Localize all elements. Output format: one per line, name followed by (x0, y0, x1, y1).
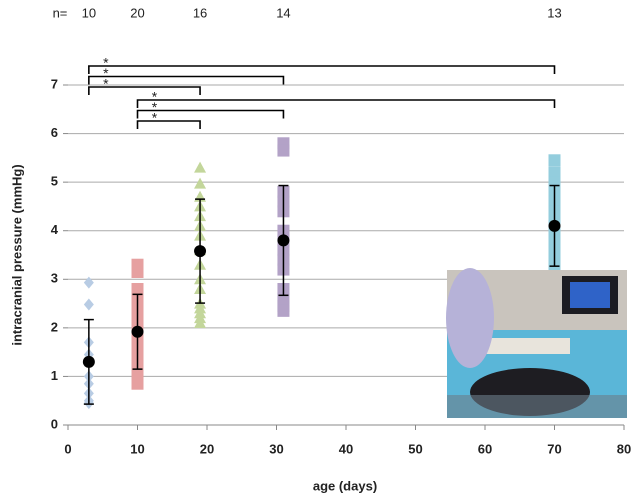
significance-bracket (88, 65, 556, 74)
data-point (83, 298, 94, 311)
data-point (194, 317, 207, 328)
n-count: 10 (82, 5, 96, 20)
significance-star: * (152, 110, 158, 126)
significance-bracket (136, 99, 556, 108)
x-tick-label: 60 (478, 441, 492, 456)
significance-bracket (136, 120, 201, 129)
significance-bracket (136, 109, 285, 119)
mean-point (277, 234, 290, 247)
data-point (548, 154, 561, 167)
y-tick-label: 4 (51, 222, 59, 237)
significance-star: * (152, 89, 158, 105)
x-tick-label: 80 (617, 441, 631, 456)
data-point (548, 166, 561, 179)
y-tick-label: 0 (51, 416, 58, 431)
y-axis-label: intracranial pressure (mmHg) (9, 164, 24, 345)
n-count: 20 (130, 5, 144, 20)
significance-star: * (152, 99, 158, 115)
x-tick-label: 20 (200, 441, 214, 456)
y-tick-label: 3 (51, 271, 58, 286)
n-count: 13 (547, 5, 561, 20)
x-axis-label: age (days) (313, 478, 377, 493)
data-point (277, 304, 290, 317)
significance-bracket (88, 86, 201, 95)
significance-star: * (103, 65, 109, 81)
data-point (131, 283, 144, 295)
significance-bracket (88, 75, 285, 85)
data-point (131, 377, 144, 390)
mean-point (194, 245, 207, 258)
data-point (194, 161, 207, 173)
n-count: 16 (193, 5, 207, 20)
n-count: 14 (276, 5, 290, 20)
data-point (194, 177, 207, 189)
x-tick-label: 10 (130, 441, 144, 456)
x-tick-label: 70 (547, 441, 561, 456)
n-label: n= (53, 5, 68, 20)
data-point (83, 276, 94, 289)
significance-star: * (103, 55, 109, 71)
mean-point (548, 219, 561, 232)
y-tick-label: 6 (51, 125, 58, 140)
significance-star: * (103, 76, 109, 92)
y-tick-label: 5 (51, 174, 58, 189)
y-tick-label: 1 (51, 368, 58, 383)
x-tick-label: 40 (339, 441, 353, 456)
y-tick-label: 2 (51, 319, 58, 334)
x-tick-label: 0 (64, 441, 71, 456)
inset-photo (446, 268, 627, 418)
mean-point (82, 355, 95, 368)
mean-point (131, 325, 144, 338)
data-point (277, 144, 290, 157)
x-tick-label: 30 (269, 441, 283, 456)
y-tick-label: 7 (51, 76, 58, 91)
data-point (131, 266, 144, 278)
x-tick-label: 50 (408, 441, 422, 456)
